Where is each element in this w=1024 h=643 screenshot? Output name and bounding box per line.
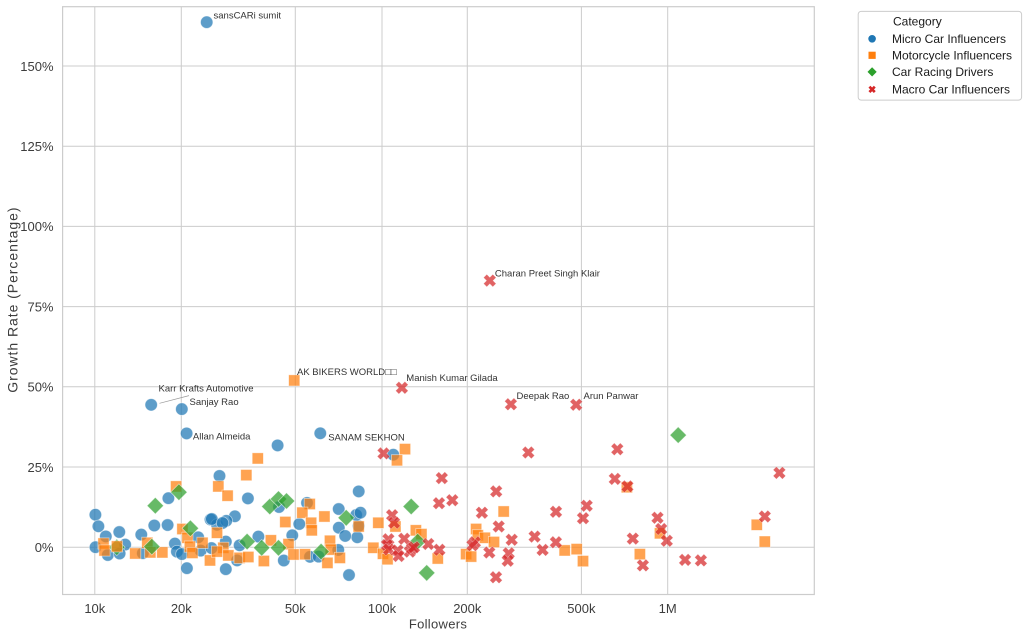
svg-text:Manish Kumar Gilada: Manish Kumar Gilada: [406, 373, 498, 384]
svg-text:50k: 50k: [285, 601, 306, 616]
svg-text:Micro Car Influencers: Micro Car Influencers: [892, 32, 1006, 46]
svg-text:Motorcycle Influencers: Motorcycle Influencers: [892, 49, 1012, 63]
svg-text:AK BIKERS WORLD□□: AK BIKERS WORLD□□: [297, 367, 397, 378]
svg-text:Sanjay Rao: Sanjay Rao: [190, 397, 239, 408]
svg-text:0%: 0%: [35, 540, 54, 555]
svg-text:Karr Krafts Automotive: Karr Krafts Automotive: [159, 384, 254, 395]
svg-text:sansCARi sumit: sansCARi sumit: [214, 11, 282, 22]
svg-text:20k: 20k: [171, 601, 192, 616]
svg-text:25%: 25%: [27, 460, 53, 475]
svg-text:100%: 100%: [20, 219, 54, 234]
svg-text:Followers: Followers: [409, 617, 468, 632]
svg-text:1M: 1M: [659, 601, 677, 616]
svg-text:125%: 125%: [20, 139, 54, 154]
svg-text:Growth Rate (Percentage): Growth Rate (Percentage): [5, 206, 21, 392]
svg-text:75%: 75%: [27, 299, 53, 314]
svg-text:200k: 200k: [453, 601, 482, 616]
svg-text:150%: 150%: [20, 59, 54, 74]
svg-text:50%: 50%: [27, 380, 53, 395]
svg-text:SANAM SEKHON: SANAM SEKHON: [328, 432, 405, 443]
svg-text:10k: 10k: [84, 601, 105, 616]
svg-text:Car Racing Drivers: Car Racing Drivers: [892, 65, 993, 79]
svg-text:Category: Category: [893, 15, 942, 29]
svg-text:Macro Car Influencers: Macro Car Influencers: [892, 83, 1010, 97]
svg-text:Charan Preet Singh Klair: Charan Preet Singh Klair: [495, 269, 600, 280]
svg-text:Deepak Rao: Deepak Rao: [517, 391, 570, 402]
svg-text:100k: 100k: [368, 601, 397, 616]
svg-text:500k: 500k: [567, 601, 596, 616]
svg-text:Arun Panwar: Arun Panwar: [584, 391, 639, 402]
svg-text:Allan Almeida: Allan Almeida: [193, 431, 251, 442]
